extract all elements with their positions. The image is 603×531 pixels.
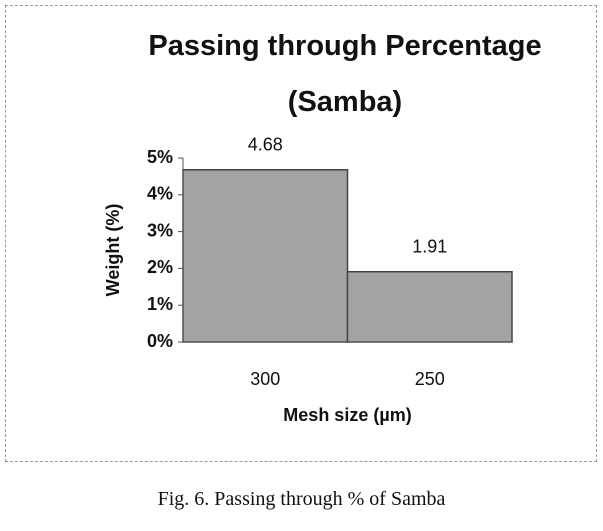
bar <box>182 169 349 343</box>
value-label: 4.68 <box>248 135 283 155</box>
y-tick-label: 5% <box>147 147 173 167</box>
chart-frame <box>5 5 597 462</box>
y-tick-label: 2% <box>147 257 173 277</box>
bar <box>346 270 513 343</box>
value-label: 1.91 <box>412 236 447 256</box>
chart-title: Passing through Percentage (Samba) <box>148 30 542 118</box>
y-tick-label: 1% <box>147 294 173 314</box>
y-tick-label: 4% <box>147 184 173 204</box>
y-axis-label: Weight (%) <box>103 204 123 297</box>
y-tick-label: 0% <box>147 331 173 351</box>
y-tick-label: 3% <box>147 220 173 240</box>
x-tick-label: 250 <box>415 369 445 389</box>
x-tick-label: 300 <box>250 369 280 389</box>
figure-caption: Fig. 6. Passing through % of Samba <box>157 488 446 510</box>
x-axis-label: Mesh size (µm) <box>283 405 411 425</box>
